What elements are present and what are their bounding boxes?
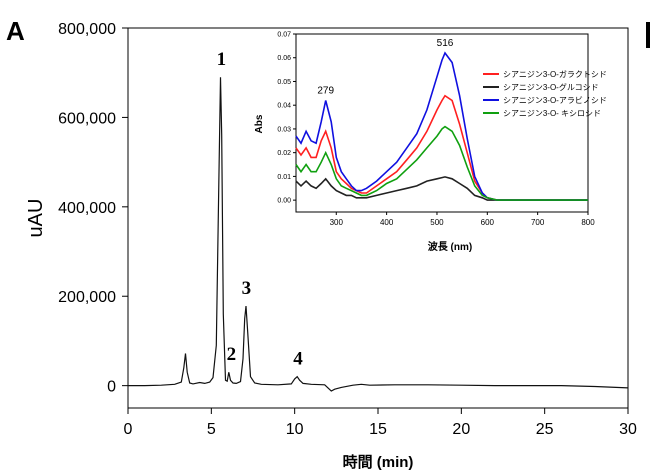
inset-x-tick-label: 500 xyxy=(430,218,444,227)
inset-y-tick-label: 0.03 xyxy=(277,126,291,133)
inset-plot-frame xyxy=(295,33,589,213)
legend-entry-label: シアニジン3-O-グルコシド xyxy=(503,82,599,92)
inset-peak-label-279: 279 xyxy=(317,85,334,96)
main-x-tick-label: 0 xyxy=(124,421,133,438)
inset-peak-label-516: 516 xyxy=(437,38,454,49)
legend-entry-label: シアニジン3-O- キシロシド xyxy=(503,109,601,118)
inset-y-tick-label: 0.01 xyxy=(277,174,291,181)
inset-x-axis-label: 波長 (nm) xyxy=(428,240,472,253)
peak-label-3: 3 xyxy=(242,278,252,299)
peak-label-1: 1 xyxy=(217,49,227,70)
chromatogram-trace xyxy=(128,77,629,392)
inset-y-tick-label: 0.04 xyxy=(277,103,291,110)
main-y-tick-label: 400,000 xyxy=(58,200,116,217)
main-y-tick-label: 0 xyxy=(107,379,116,396)
legend-entry-label: シアニジン3-O-アラビノシド xyxy=(503,96,607,105)
main-y-tick-label: 800,000 xyxy=(58,21,116,38)
inset-spectra-chart: 0.00 0.01 0.02 0.03 0.04 0.05 0.06 0.07 300 400 5… xyxy=(254,32,607,254)
inset-x-axis: 300 400 500 600 700 800 xyxy=(330,212,595,227)
main-y-axis-label: uAU xyxy=(25,199,47,238)
legend-entry-label: シアニジン3-O-ガラクトシド xyxy=(503,69,607,79)
inset-y-tick-label: 0.06 xyxy=(277,55,291,62)
peak-label-2: 2 xyxy=(227,344,237,365)
main-x-tick-label: 30 xyxy=(619,421,637,438)
inset-legend: シアニジン3-O-ガラクトシドシアニジン3-O-グルコシドシアニジン3-O-アラ… xyxy=(483,69,607,118)
inset-series-line-1 xyxy=(295,94,588,201)
inset-peak-labels: 279 516 xyxy=(317,38,453,96)
inset-x-tick-label: 600 xyxy=(481,218,495,227)
inset-x-tick-label: 300 xyxy=(330,218,344,227)
inset-y-tick-label: 0.02 xyxy=(277,150,291,157)
main-y-axis: 0 200,000 400,000 600,000 800,000 xyxy=(58,21,128,396)
main-x-tick-label: 25 xyxy=(536,421,554,438)
inset-series-line-3 xyxy=(295,51,588,201)
inset-y-axis: 0.00 0.01 0.02 0.03 0.04 0.05 0.06 0.07 xyxy=(277,32,296,205)
main-x-axis: 0 5 10 15 20 25 30 xyxy=(124,408,637,438)
inset-y-tick-label: 0.07 xyxy=(277,32,291,39)
main-x-tick-label: 15 xyxy=(369,421,387,438)
inset-y-tick-label: 0.05 xyxy=(277,79,291,86)
inset-y-axis-label: Abs xyxy=(254,114,265,133)
peak-labels: 1 2 3 4 xyxy=(217,49,304,370)
cropped-edge-mark xyxy=(646,22,650,48)
main-x-tick-label: 10 xyxy=(286,421,304,438)
main-y-tick-label: 600,000 xyxy=(58,110,116,127)
inset-series-lines xyxy=(295,51,588,201)
main-x-axis-label: 時間 (min) xyxy=(343,453,414,471)
inset-x-tick-label: 700 xyxy=(531,218,545,227)
inset-y-tick-label: 0.00 xyxy=(277,198,291,205)
inset-series-line-2 xyxy=(295,176,588,201)
inset-series-line-4 xyxy=(295,125,588,201)
main-x-tick-label: 20 xyxy=(452,421,470,438)
panel-letter: A xyxy=(6,16,25,46)
inset-x-tick-label: 400 xyxy=(380,218,394,227)
main-x-tick-label: 5 xyxy=(207,421,216,438)
inset-x-tick-label: 800 xyxy=(581,218,595,227)
main-y-tick-label: 200,000 xyxy=(58,289,116,306)
peak-label-4: 4 xyxy=(293,349,303,370)
